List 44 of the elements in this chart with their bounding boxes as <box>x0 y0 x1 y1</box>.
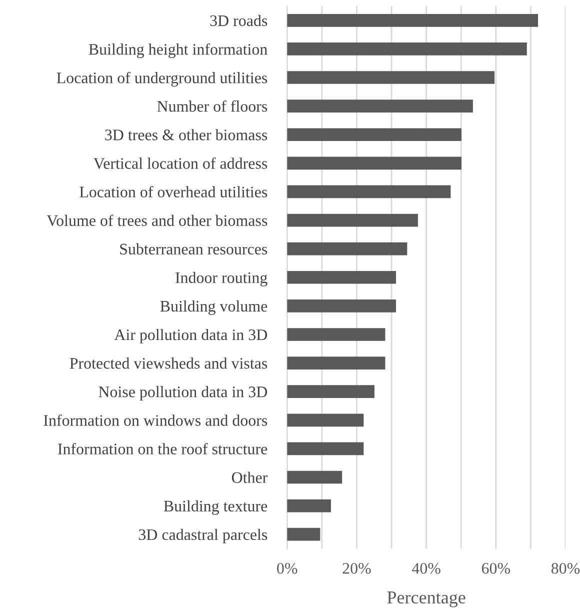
y-tick-label: Noise pollution data in 3D <box>98 386 268 401</box>
bar <box>287 214 418 227</box>
x-tick-label: 20% <box>342 562 371 574</box>
bar <box>287 356 386 370</box>
y-tick-label: Building height information <box>88 43 268 58</box>
x-tick-label: 60% <box>482 562 510 574</box>
y-tick-label: Indoor routing <box>176 272 268 286</box>
x-tick-label: 80% <box>551 562 580 574</box>
y-tick-label: Vertical location of address <box>94 157 268 169</box>
x-tick-label: 0% <box>277 562 298 574</box>
y-tick-label: Information on the roof structure <box>58 442 268 454</box>
bar <box>287 328 386 341</box>
bar <box>287 242 408 256</box>
y-tick-label: Building volume <box>160 300 268 315</box>
y-tick-label: Protected viewsheds and vistas <box>70 358 268 369</box>
bar <box>287 100 473 112</box>
bar <box>287 414 364 427</box>
x-tick-label: 40% <box>412 562 440 574</box>
bar <box>287 42 527 56</box>
bar <box>287 14 538 27</box>
y-tick-label: Building texture <box>164 500 268 515</box>
y-tick-label: Air pollution data in 3D <box>114 328 268 344</box>
bar <box>287 71 495 84</box>
y-tick-label: Location of overhead utilities <box>80 186 268 198</box>
bar <box>287 300 396 312</box>
bar <box>287 470 342 484</box>
y-tick-label: Volume of trees and other biomass <box>46 214 268 226</box>
y-tick-label: Location of underground utilities <box>56 72 268 87</box>
y-tick-label: Number of floors <box>157 100 268 112</box>
y-tick-label: 3D trees & other biomass <box>105 129 268 140</box>
y-tick-label: 3D cadastral parcels <box>138 528 268 544</box>
bar <box>287 528 320 541</box>
y-tick-label: Information on windows and doors <box>44 414 268 426</box>
bar <box>287 185 451 198</box>
bar <box>287 270 396 284</box>
bar <box>287 128 462 142</box>
bar <box>287 385 374 398</box>
y-tick-label: Other <box>232 472 268 483</box>
bar <box>287 156 462 170</box>
y-tick-label: Subterranean resources <box>120 243 268 255</box>
bar <box>287 499 331 512</box>
y-tick-label: 3D roads <box>210 14 268 26</box>
bar <box>287 442 364 456</box>
x-axis-title: Percentage <box>387 592 466 608</box>
